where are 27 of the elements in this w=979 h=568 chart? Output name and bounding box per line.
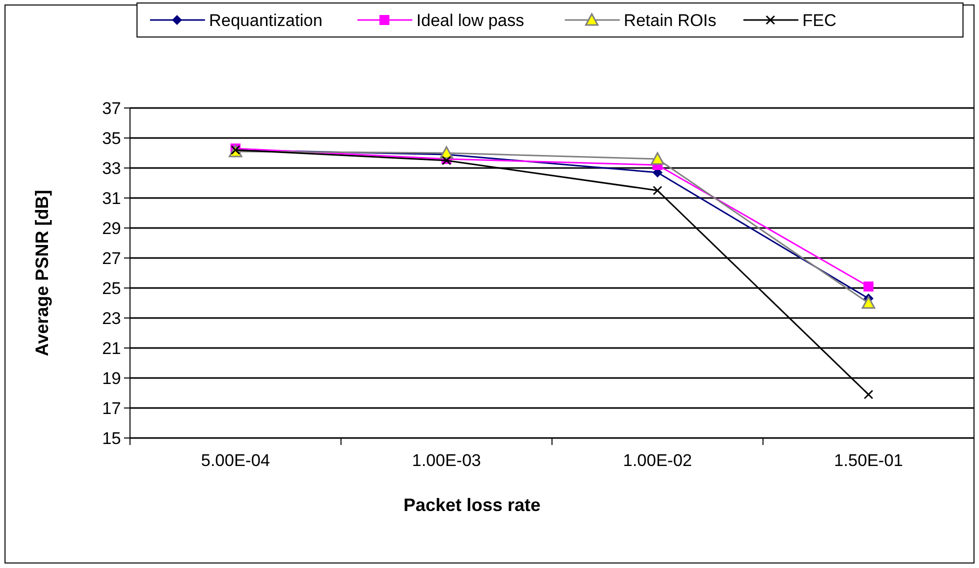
y-tick-label: 29: [102, 218, 121, 238]
point: [652, 186, 662, 196]
point: [864, 390, 874, 400]
point: [650, 152, 664, 165]
y-tick-label: 15: [102, 428, 121, 448]
x-tick-label: 5.00E-04: [201, 451, 270, 470]
legend-label: Ideal low pass: [416, 10, 524, 30]
point: [864, 282, 874, 292]
y-tick-label: 21: [102, 338, 121, 358]
x-tick-label: 1.00E-03: [412, 451, 481, 470]
x-tick-label: 1.00E-02: [623, 451, 692, 470]
y-tick-label: 17: [102, 398, 121, 418]
y-tick-label: 33: [102, 158, 121, 178]
legend-label: FEC: [802, 10, 836, 30]
y-tick-label: 37: [102, 98, 121, 118]
y-axis-title: Average PSNR [dB]: [32, 190, 52, 356]
y-tick-label: 35: [102, 128, 121, 148]
legend-label: Requantization: [209, 10, 322, 30]
point: [862, 296, 876, 309]
y-tick-label: 27: [102, 248, 121, 268]
y-tick-label: 31: [102, 188, 121, 208]
legend-label: Retain ROIs: [624, 10, 716, 30]
y-tick-label: 25: [102, 278, 121, 298]
x-tick-label: 1.50E-01: [834, 451, 903, 470]
x-axis-title: Packet loss rate: [403, 495, 541, 515]
y-tick-label: 19: [102, 368, 121, 388]
y-tick-label: 23: [102, 308, 121, 328]
